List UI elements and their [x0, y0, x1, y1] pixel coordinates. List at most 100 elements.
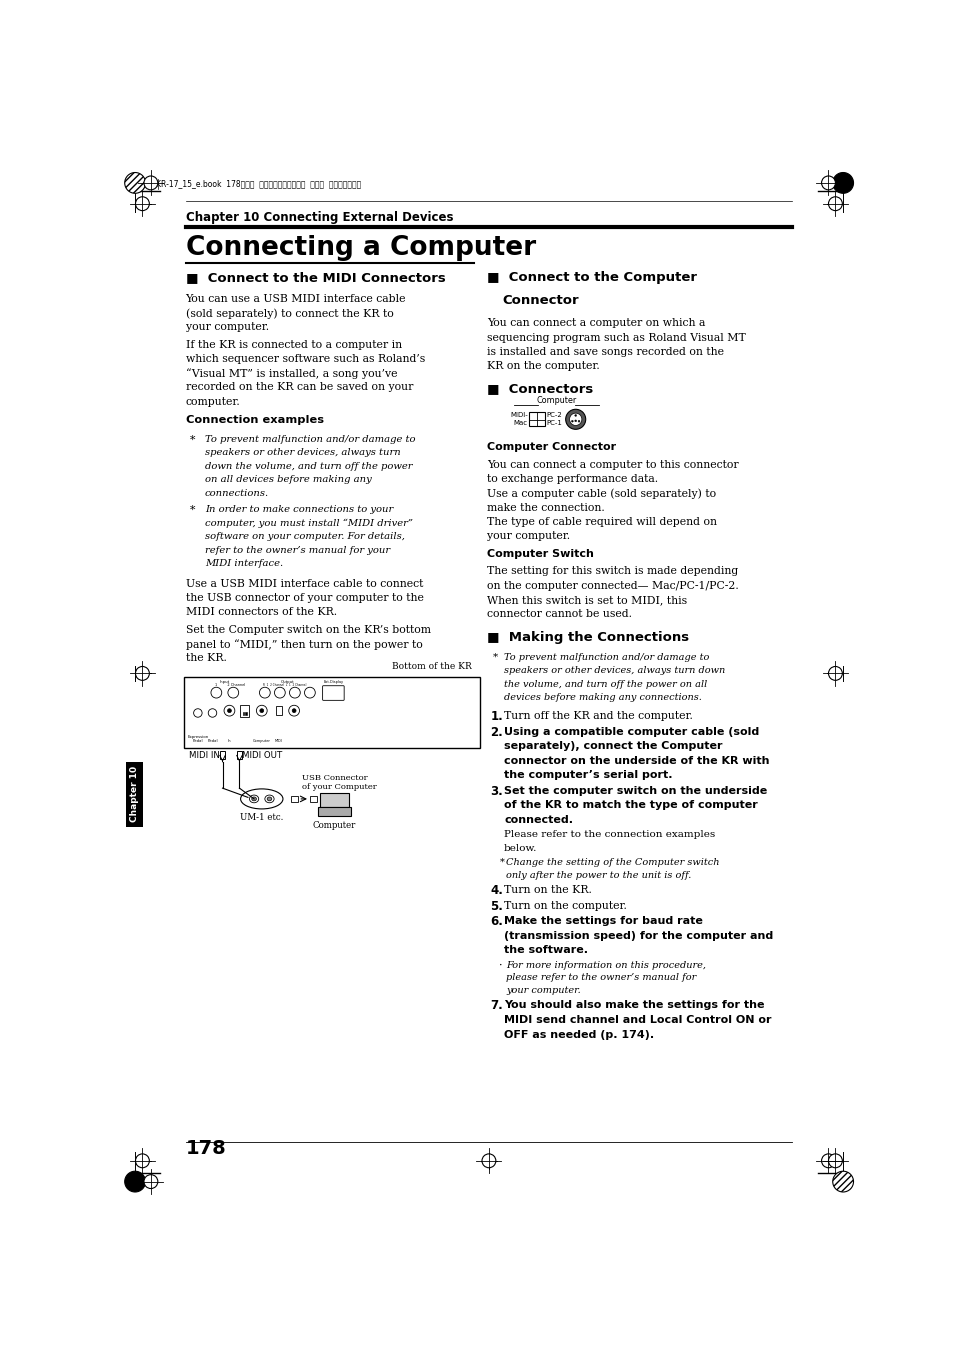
Bar — [126, 762, 143, 827]
Text: refer to the owner’s manual for your: refer to the owner’s manual for your — [205, 546, 390, 554]
Text: connected.: connected. — [503, 815, 573, 825]
Circle shape — [125, 173, 146, 193]
Text: separately), connect the Computer: separately), connect the Computer — [503, 742, 721, 751]
Circle shape — [481, 1154, 496, 1167]
Text: of the KR to match the type of computer: of the KR to match the type of computer — [503, 800, 757, 811]
Text: recorded on the KR can be saved on your: recorded on the KR can be saved on your — [185, 382, 413, 392]
Circle shape — [224, 705, 234, 716]
Text: 1         2 Channel: 1 2 Channel — [214, 684, 245, 688]
Text: below.: below. — [503, 843, 537, 852]
Text: 6.: 6. — [490, 915, 502, 928]
Circle shape — [193, 709, 202, 717]
Text: MIDI-: MIDI- — [510, 412, 527, 419]
Text: make the connection.: make the connection. — [487, 503, 604, 513]
Text: You can use a USB MIDI interface cable: You can use a USB MIDI interface cable — [185, 293, 406, 304]
Text: which sequencer software such as Roland’s: which sequencer software such as Roland’… — [185, 354, 424, 363]
Text: 7.: 7. — [490, 1000, 502, 1012]
Bar — [318, 807, 351, 816]
Text: ·: · — [499, 961, 502, 970]
Text: Change the setting of the Computer switch: Change the setting of the Computer switc… — [506, 858, 720, 867]
Text: 1.: 1. — [490, 711, 502, 723]
Text: Ext.Display: Ext.Display — [323, 680, 343, 684]
Text: Connecting a Computer: Connecting a Computer — [185, 235, 535, 261]
Circle shape — [144, 1174, 157, 1189]
Circle shape — [827, 666, 841, 681]
Bar — [529, 412, 544, 426]
Text: ■  Connect to the MIDI Connectors: ■ Connect to the MIDI Connectors — [185, 270, 445, 284]
Text: Input: Input — [219, 680, 230, 684]
Ellipse shape — [252, 797, 256, 801]
Text: MIDI: MIDI — [274, 739, 282, 743]
Text: Computer: Computer — [253, 739, 271, 743]
Text: Set the Computer switch on the KR’s bottom: Set the Computer switch on the KR’s bott… — [185, 624, 430, 635]
Text: 5.: 5. — [490, 900, 502, 913]
Text: is installed and save songs recorded on the: is installed and save songs recorded on … — [487, 347, 723, 357]
Text: PC-2: PC-2 — [546, 412, 561, 419]
Text: Use a USB MIDI interface cable to connect: Use a USB MIDI interface cable to connec… — [185, 578, 422, 589]
Ellipse shape — [240, 789, 283, 809]
Text: Please refer to the connection examples: Please refer to the connection examples — [503, 831, 715, 839]
Text: If the KR is connected to a computer in: If the KR is connected to a computer in — [185, 339, 401, 350]
Circle shape — [289, 705, 299, 716]
Text: UM-1 etc.: UM-1 etc. — [240, 813, 283, 821]
Text: Turn on the computer.: Turn on the computer. — [503, 901, 626, 911]
Circle shape — [574, 420, 576, 422]
Text: Make the settings for baud rate: Make the settings for baud rate — [503, 916, 702, 925]
Text: software on your computer. For details,: software on your computer. For details, — [205, 532, 404, 542]
Text: The setting for this switch is made depending: The setting for this switch is made depe… — [487, 566, 738, 577]
Text: ■  Connect to the Computer: ■ Connect to the Computer — [487, 270, 697, 284]
Text: Bottom of the KR: Bottom of the KR — [392, 662, 471, 671]
Text: Turn off the KR and the computer.: Turn off the KR and the computer. — [503, 711, 692, 721]
Text: Computer Connector: Computer Connector — [487, 442, 616, 453]
Text: on the computer connected— Mac/PC-1/PC-2.: on the computer connected— Mac/PC-1/PC-2… — [487, 581, 739, 590]
Circle shape — [228, 688, 238, 698]
Text: computer.: computer. — [185, 397, 240, 407]
Text: the volume, and turn off the power on all: the volume, and turn off the power on al… — [503, 680, 706, 689]
Text: sequencing program such as Roland Visual MT: sequencing program such as Roland Visual… — [487, 332, 745, 343]
Bar — [237, 751, 241, 759]
Bar — [291, 796, 298, 802]
Text: 2.: 2. — [490, 725, 502, 739]
Text: MIDI interface.: MIDI interface. — [205, 559, 283, 567]
Circle shape — [144, 176, 157, 190]
Text: Connector: Connector — [502, 293, 578, 307]
Text: your computer.: your computer. — [185, 323, 269, 332]
Text: (sold separately) to connect the KR to: (sold separately) to connect the KR to — [185, 308, 393, 319]
Text: MIDI connectors of the KR.: MIDI connectors of the KR. — [185, 607, 336, 617]
Text: speakers or other devices, always turn: speakers or other devices, always turn — [205, 449, 400, 457]
Text: Using a compatible computer cable (sold: Using a compatible computer cable (sold — [503, 727, 759, 736]
Circle shape — [259, 688, 270, 698]
FancyBboxPatch shape — [322, 686, 344, 700]
Text: Computer: Computer — [536, 396, 576, 405]
Text: computer, you must install “MIDI driver”: computer, you must install “MIDI driver” — [205, 519, 413, 528]
Text: To prevent malfunction and/or damage to: To prevent malfunction and/or damage to — [503, 653, 709, 662]
Circle shape — [289, 688, 300, 698]
Circle shape — [125, 1171, 146, 1192]
Ellipse shape — [267, 797, 272, 801]
Ellipse shape — [249, 794, 258, 802]
Circle shape — [135, 197, 150, 211]
Circle shape — [821, 1154, 835, 1167]
Bar — [243, 712, 244, 715]
Circle shape — [578, 420, 579, 422]
Bar — [319, 793, 349, 807]
Text: The type of cable required will depend on: The type of cable required will depend o… — [487, 517, 717, 527]
Text: USB Connector
of your Computer: USB Connector of your Computer — [302, 774, 376, 792]
Text: You can connect a computer to this connector: You can connect a computer to this conne… — [487, 461, 738, 470]
Text: connector on the underside of the KR with: connector on the underside of the KR wit… — [503, 755, 769, 766]
Text: Set the computer switch on the underside: Set the computer switch on the underside — [503, 786, 766, 796]
Bar — [240, 704, 249, 717]
Text: Use a computer cable (sold separately) to: Use a computer cable (sold separately) t… — [487, 489, 716, 499]
Text: *: * — [190, 505, 195, 515]
Text: *: * — [190, 435, 195, 444]
Text: 3.: 3. — [490, 785, 502, 798]
Text: OFF as needed (p. 174).: OFF as needed (p. 174). — [503, 1029, 654, 1039]
Circle shape — [832, 1171, 853, 1192]
Text: In: In — [228, 739, 231, 743]
Text: only after the power to the unit is off.: only after the power to the unit is off. — [506, 871, 691, 880]
Text: KR-17_15_e.book  178ページ  ２００４年１２月６日  月曜日  午後１時５４分: KR-17_15_e.book 178ページ ２００４年１２月６日 月曜日 午後… — [156, 180, 361, 189]
Text: You should also make the settings for the: You should also make the settings for th… — [503, 1000, 763, 1011]
Circle shape — [565, 409, 585, 430]
Circle shape — [571, 420, 573, 422]
Circle shape — [227, 709, 232, 712]
